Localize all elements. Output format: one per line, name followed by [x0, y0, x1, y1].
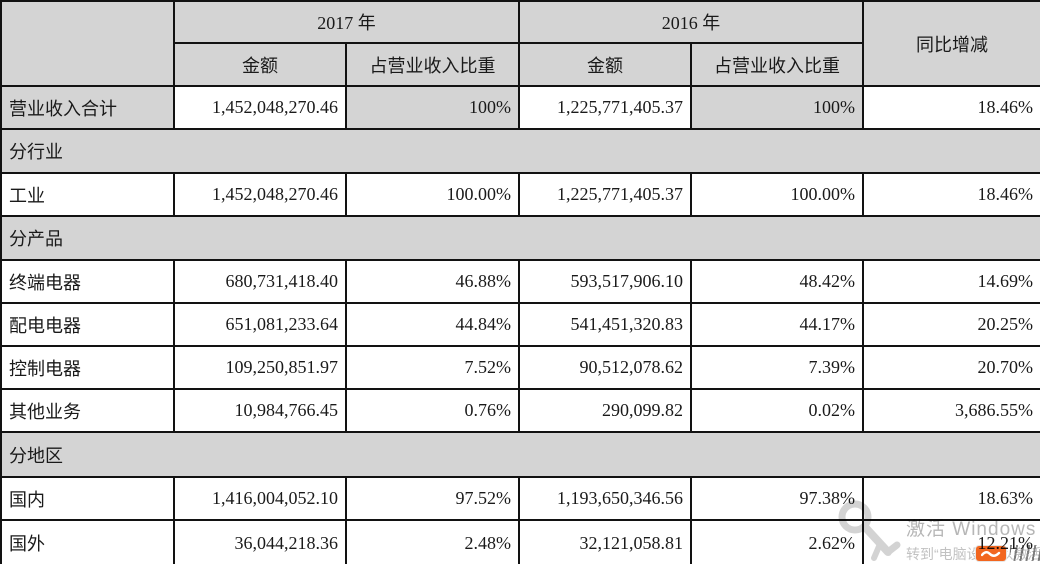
cell-2016-amount: 541,451,320.83 — [518, 302, 692, 347]
col-header-2016: 2016 年 — [518, 0, 864, 44]
cell-yoy: 18.63% — [862, 476, 1040, 521]
header-row-metrics: 金额 占营业收入比重 金额 占营业收入比重 — [1, 42, 1040, 87]
cell-2017-amount: 1,416,004,052.10 — [173, 476, 347, 521]
section-row-by-region: 分地区 — [0, 431, 1040, 478]
row-label: 控制电器 — [0, 345, 175, 390]
cell-2016-share: 48.42% — [690, 259, 864, 304]
cell-2017-amount: 651,081,233.64 — [173, 302, 347, 347]
col-header-share-2017: 占营业收入比重 — [345, 42, 520, 87]
cell-2017-amount: 36,044,218.36 — [173, 519, 347, 564]
table-row-overseas: 国外 36,044,218.36 2.48% 32,121,058.81 2.6… — [0, 519, 1040, 564]
cell-2016-share: 7.39% — [690, 345, 864, 390]
cell-2016-share: 44.17% — [690, 302, 864, 347]
cell-2017-share: 100.00% — [345, 172, 520, 217]
table-row-total-revenue: 营业收入合计 1,452,048,270.46 100% 1,225,771,4… — [0, 85, 1040, 130]
cell-2016-share: 100.00% — [690, 172, 864, 217]
cell-yoy: 20.70% — [862, 345, 1040, 390]
row-label: 国外 — [0, 519, 175, 564]
cell-2016-amount: 90,512,078.62 — [518, 345, 692, 390]
cell-2016-share: 97.38% — [690, 476, 864, 521]
cell-2017-share: 7.52% — [345, 345, 520, 390]
row-label: 终端电器 — [0, 259, 175, 304]
table-row-other-business: 其他业务 10,984,766.45 0.76% 290,099.82 0.02… — [0, 388, 1040, 433]
cell-yoy: 12.21% — [862, 519, 1040, 564]
section-row-by-industry: 分行业 — [0, 128, 1040, 174]
cell-2017-share: 0.76% — [345, 388, 520, 433]
row-label: 营业收入合计 — [0, 85, 175, 130]
cell-2016-share: 2.62% — [690, 519, 864, 564]
cell-2016-amount: 1,193,650,346.56 — [518, 476, 692, 521]
table-row-terminal-appliances: 终端电器 680,731,418.40 46.88% 593,517,906.1… — [0, 259, 1040, 304]
cell-2017-amount: 1,452,048,270.46 — [173, 85, 347, 130]
cell-2017-share: 46.88% — [345, 259, 520, 304]
row-label: 配电电器 — [0, 302, 175, 347]
row-label: 其他业务 — [0, 388, 175, 433]
col-header-amount-2016: 金额 — [518, 42, 692, 87]
cell-2016-amount: 593,517,906.10 — [518, 259, 692, 304]
cell-yoy: 18.46% — [862, 172, 1040, 217]
corner-header-cell — [0, 0, 175, 87]
header-row-years: 2017 年 2016 年 同比增减 — [0, 0, 1040, 87]
cell-2017-share: 44.84% — [345, 302, 520, 347]
cell-2016-amount: 290,099.82 — [518, 388, 692, 433]
cell-2017-share: 100% — [345, 85, 520, 130]
section-row-by-product: 分产品 — [0, 215, 1040, 261]
col-header-2017: 2017 年 — [173, 0, 520, 44]
cell-2016-amount: 1,225,771,405.37 — [518, 172, 692, 217]
table-row-domestic: 国内 1,416,004,052.10 97.52% 1,193,650,346… — [0, 476, 1040, 521]
cell-2016-share: 100% — [690, 85, 864, 130]
section-label: 分地区 — [0, 431, 1040, 478]
row-label: 工业 — [0, 172, 175, 217]
cell-2016-share: 0.02% — [690, 388, 864, 433]
cell-2017-share: 97.52% — [345, 476, 520, 521]
col-header-amount-2017: 金额 — [173, 42, 347, 87]
cell-yoy: 3,686.55% — [862, 388, 1040, 433]
cell-2017-amount: 1,452,048,270.46 — [173, 172, 347, 217]
cell-2017-amount: 680,731,418.40 — [173, 259, 347, 304]
table-row-industry: 工业 1,452,048,270.46 100.00% 1,225,771,40… — [0, 172, 1040, 217]
cell-2016-amount: 1,225,771,405.37 — [518, 85, 692, 130]
cell-yoy: 20.25% — [862, 302, 1040, 347]
section-label: 分行业 — [0, 128, 1040, 174]
cell-yoy: 14.69% — [862, 259, 1040, 304]
table-row-control-appliances: 控制电器 109,250,851.97 7.52% 90,512,078.62 … — [0, 345, 1040, 390]
section-label: 分产品 — [0, 215, 1040, 261]
cell-2017-amount: 109,250,851.97 — [173, 345, 347, 390]
cell-2016-amount: 32,121,058.81 — [518, 519, 692, 564]
table-row-distribution-appliances: 配电电器 651,081,233.64 44.84% 541,451,320.8… — [0, 302, 1040, 347]
cell-2017-share: 2.48% — [345, 519, 520, 564]
cell-yoy: 18.46% — [862, 85, 1040, 130]
cell-2017-amount: 10,984,766.45 — [173, 388, 347, 433]
col-header-share-2016: 占营业收入比重 — [690, 42, 864, 87]
col-header-yoy: 同比增减 — [862, 0, 1040, 87]
row-label: 国内 — [0, 476, 175, 521]
